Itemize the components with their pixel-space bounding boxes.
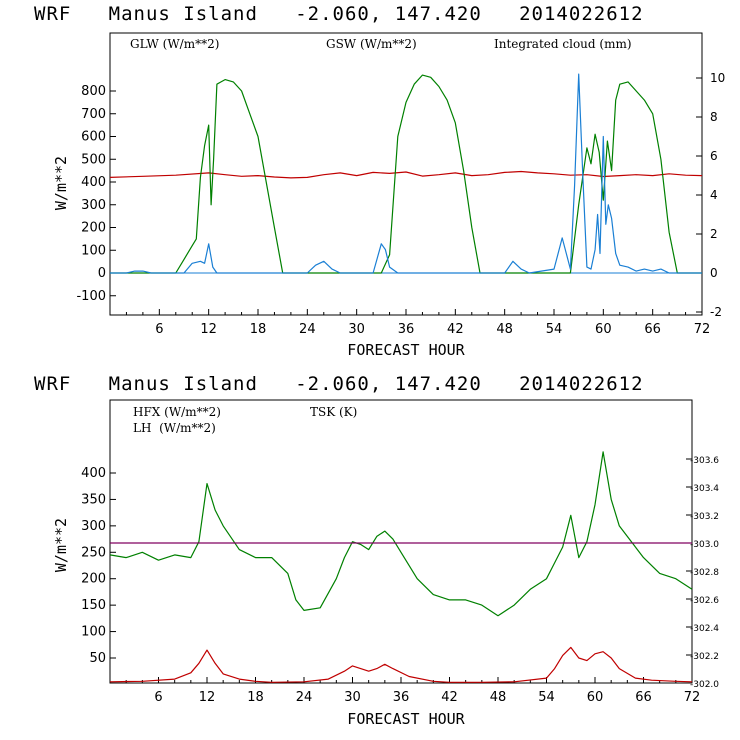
chart-1-legend-glw: GLW (W/m**2) <box>130 37 219 51</box>
chart-2-y2tick-label: -303.2 <box>690 512 719 522</box>
chart-2-legend-hfx: HFX (W/m**2) <box>133 405 221 419</box>
chart-1-xtick-label: 12 <box>200 322 217 337</box>
chart-1-ytick-label: 400 <box>81 175 106 190</box>
chart-2-series-lh <box>109 451 693 617</box>
chart-1-y2tick-label: 10 <box>710 71 725 85</box>
chart-2-ylabel: W/m**2 <box>52 518 70 572</box>
chart-2-y2tick-label: -302.0 <box>690 680 719 690</box>
chart-2-y2tick-label: -303.6 <box>690 456 719 466</box>
chart-2-xtick-label: 60 <box>587 690 604 705</box>
chart-1-xtick-label: 54 <box>546 322 563 337</box>
chart-2-series-hfx <box>109 646 693 683</box>
chart-1-xtick-label: 72 <box>694 322 711 337</box>
chart-1-xtick-label: 66 <box>644 322 661 337</box>
chart-1-xtick-label: 36 <box>398 322 415 337</box>
chart-1-legend-gsw: GSW (W/m**2) <box>326 37 417 51</box>
chart-2-xtick-label: 66 <box>635 690 652 705</box>
chart-1-ytick-label: 100 <box>81 243 106 258</box>
chart-2-title: WRF Manus Island -2.060, 147.420 2014022… <box>34 373 644 395</box>
chart-2-xtick-label: 18 <box>247 690 264 705</box>
chart-1-xtick-label: 30 <box>348 322 365 337</box>
chart-1-y2tick-label: -2 <box>710 305 722 319</box>
chart-1-series-glw <box>109 170 703 179</box>
chart-2-xtick-label: 12 <box>199 690 216 705</box>
chart-2-y2tick-label: -303.4 <box>690 484 719 494</box>
chart-2-y2tick-label: -302.6 <box>690 596 719 606</box>
chart-2-y2tick-label: -302.8 <box>690 568 719 578</box>
chart-1-ytick-label: 300 <box>81 198 106 213</box>
chart-2-xtick-label: 42 <box>441 690 458 705</box>
chart-1-y2tick-label: 6 <box>710 149 718 163</box>
chart-1-ytick-label: 500 <box>81 152 106 167</box>
chart-2-ytick-label: 50 <box>89 651 106 666</box>
chart-2-ytick-label: 300 <box>81 519 106 534</box>
chart-2-xtick-label: 48 <box>490 690 507 705</box>
chart-2-y2tick-label: -302.2 <box>690 652 719 662</box>
chart-1-xtick-label: 42 <box>447 322 464 337</box>
chart-1-xtick-label: 18 <box>250 322 267 337</box>
chart-1-ytick-label: -100 <box>76 289 106 304</box>
chart-1-ytick-label: 600 <box>81 130 106 145</box>
chart-2-xlabel: FORECAST HOUR <box>347 710 465 728</box>
chart-1: WRF Manus Island -2.060, 147.420 2014022… <box>34 3 725 359</box>
chart-2-ytick-label: 100 <box>81 625 106 640</box>
chart-2-ytick-label: 250 <box>81 545 106 560</box>
chart-2-xtick-label: 54 <box>538 690 555 705</box>
chart-2-xtick-label: 72 <box>684 690 701 705</box>
chart-2-y2tick-label: -303.0 <box>690 540 719 550</box>
chart-1-y2tick-label: 2 <box>710 227 718 241</box>
chart-2-y2tick-label: -302.4 <box>690 624 719 634</box>
chart-2-xtick-label: 36 <box>393 690 410 705</box>
chart-1-ytick-label: 0 <box>98 266 106 281</box>
chart-2-ytick-label: 150 <box>81 598 106 613</box>
chart-2-ytick-label: 200 <box>81 572 106 587</box>
chart-2-legend-lh: LH (W/m**2) <box>133 421 216 435</box>
chart-1-ytick-label: 800 <box>81 84 106 99</box>
chart-1-y2tick-label: 0 <box>710 266 718 280</box>
chart-1-xtick-label: 24 <box>299 322 316 337</box>
chart-2-xtick-label: 24 <box>296 690 313 705</box>
chart-2-xtick-label: 6 <box>154 690 162 705</box>
chart-1-y2tick-label: 8 <box>710 110 718 124</box>
chart-1-ytick-label: 200 <box>81 221 106 236</box>
chart-1-xtick-label: 60 <box>595 322 612 337</box>
chart-1-ylabel: W/m**2 <box>52 156 70 210</box>
chart-1-series-cloud <box>110 73 702 274</box>
chart-2-xtick-label: 30 <box>344 690 361 705</box>
chart-2: WRF Manus Island -2.060, 147.420 2014022… <box>34 373 719 728</box>
chart-2-ytick-label: 400 <box>81 466 106 481</box>
chart-1-series-gsw <box>110 74 702 274</box>
chart-1-ytick-label: 700 <box>81 107 106 122</box>
chart-1-xtick-label: 6 <box>155 322 163 337</box>
chart-1-title: WRF Manus Island -2.060, 147.420 2014022… <box>34 3 644 25</box>
chart-1-legend-cloud: Integrated cloud (mm) <box>494 37 632 51</box>
chart-2-legend-tsk: TSK (K) <box>310 405 357 419</box>
chart-1-y2tick-label: 4 <box>710 188 718 202</box>
chart-2-ytick-label: 350 <box>81 492 106 507</box>
chart-1-xlabel: FORECAST HOUR <box>347 341 465 359</box>
chart-2-frame <box>109 399 693 684</box>
chart-1-xtick-label: 48 <box>496 322 513 337</box>
